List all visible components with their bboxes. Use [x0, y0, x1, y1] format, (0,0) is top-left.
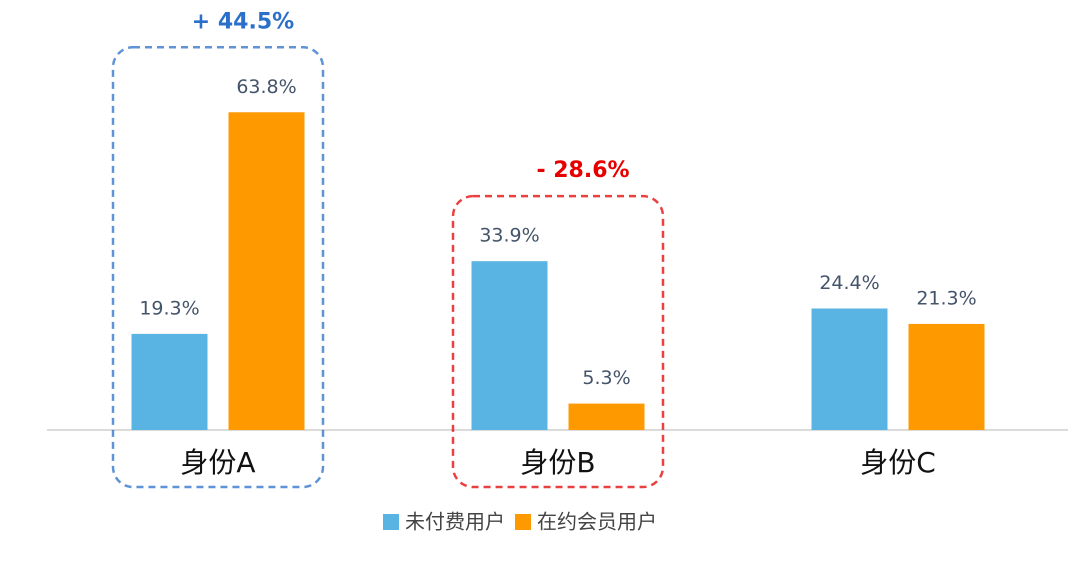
value-label: 19.3% [139, 297, 199, 319]
annotation: + 44.5% [192, 9, 294, 34]
value-label: 63.8% [236, 76, 296, 98]
legend-label: 在约会员用户 [537, 510, 657, 534]
legend-swatch [383, 514, 399, 530]
annotation: - 28.6% [536, 158, 629, 183]
bar [568, 403, 645, 430]
legend-swatch [515, 514, 531, 530]
group-highlight-box [451, 194, 665, 489]
group-highlight-box [111, 46, 325, 489]
value-label: 33.9% [479, 225, 539, 247]
legend-label: 未付费用户 [405, 510, 505, 534]
value-label: 5.3% [582, 367, 630, 389]
bar [131, 333, 208, 430]
value-label: 21.3% [916, 287, 976, 309]
value-label: 24.4% [819, 272, 879, 294]
category-label: 身份B [520, 446, 595, 479]
category-label: 身份C [860, 446, 936, 479]
category-label: 身份A [180, 446, 255, 479]
bar [811, 308, 888, 430]
bar [908, 323, 985, 430]
bar [471, 261, 548, 430]
bar [228, 112, 305, 430]
